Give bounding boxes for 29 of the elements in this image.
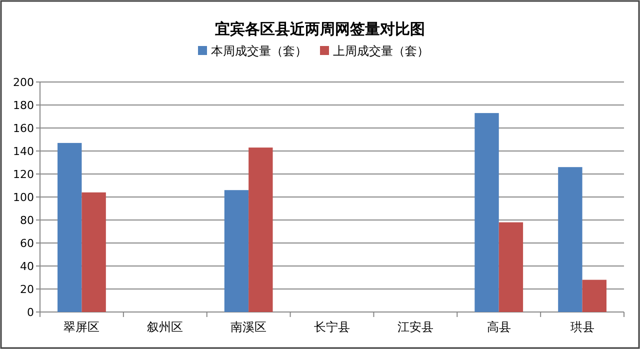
x-tick-label: 高县 (486, 320, 511, 334)
y-tick-label: 0 (27, 306, 34, 319)
bar (58, 142, 82, 312)
x-tick-label: 叙州区 (147, 320, 184, 334)
bar (82, 192, 106, 312)
y-tick-label: 60 (20, 237, 34, 250)
legend-label: 本周成交量（套） (211, 44, 307, 58)
legend-label: 上周成交量（套） (333, 44, 429, 58)
bar (558, 167, 582, 312)
y-tick-label: 140 (13, 145, 34, 158)
y-tick-label: 160 (13, 122, 34, 135)
bar (248, 148, 273, 312)
y-tick-label: 20 (20, 283, 34, 296)
y-tick-label: 200 (13, 76, 34, 89)
chart-title: 宜宾各区县近两周网签量对比图 (215, 20, 425, 38)
bar (224, 190, 249, 312)
y-tick-label: 180 (13, 99, 34, 112)
y-tick-label: 80 (20, 214, 34, 227)
x-tick-label: 翠屏区 (64, 320, 100, 334)
x-tick-label: 南溪区 (230, 320, 267, 334)
bar (582, 280, 606, 312)
y-tick-label: 100 (13, 191, 34, 204)
x-tick-label: 长宁县 (314, 320, 350, 334)
bar (474, 113, 499, 312)
y-tick-label: 120 (13, 168, 34, 181)
bar (498, 222, 524, 312)
x-tick-label: 珙县 (570, 320, 594, 334)
y-tick-label: 40 (20, 260, 34, 273)
x-tick-label: 江安县 (397, 320, 434, 334)
